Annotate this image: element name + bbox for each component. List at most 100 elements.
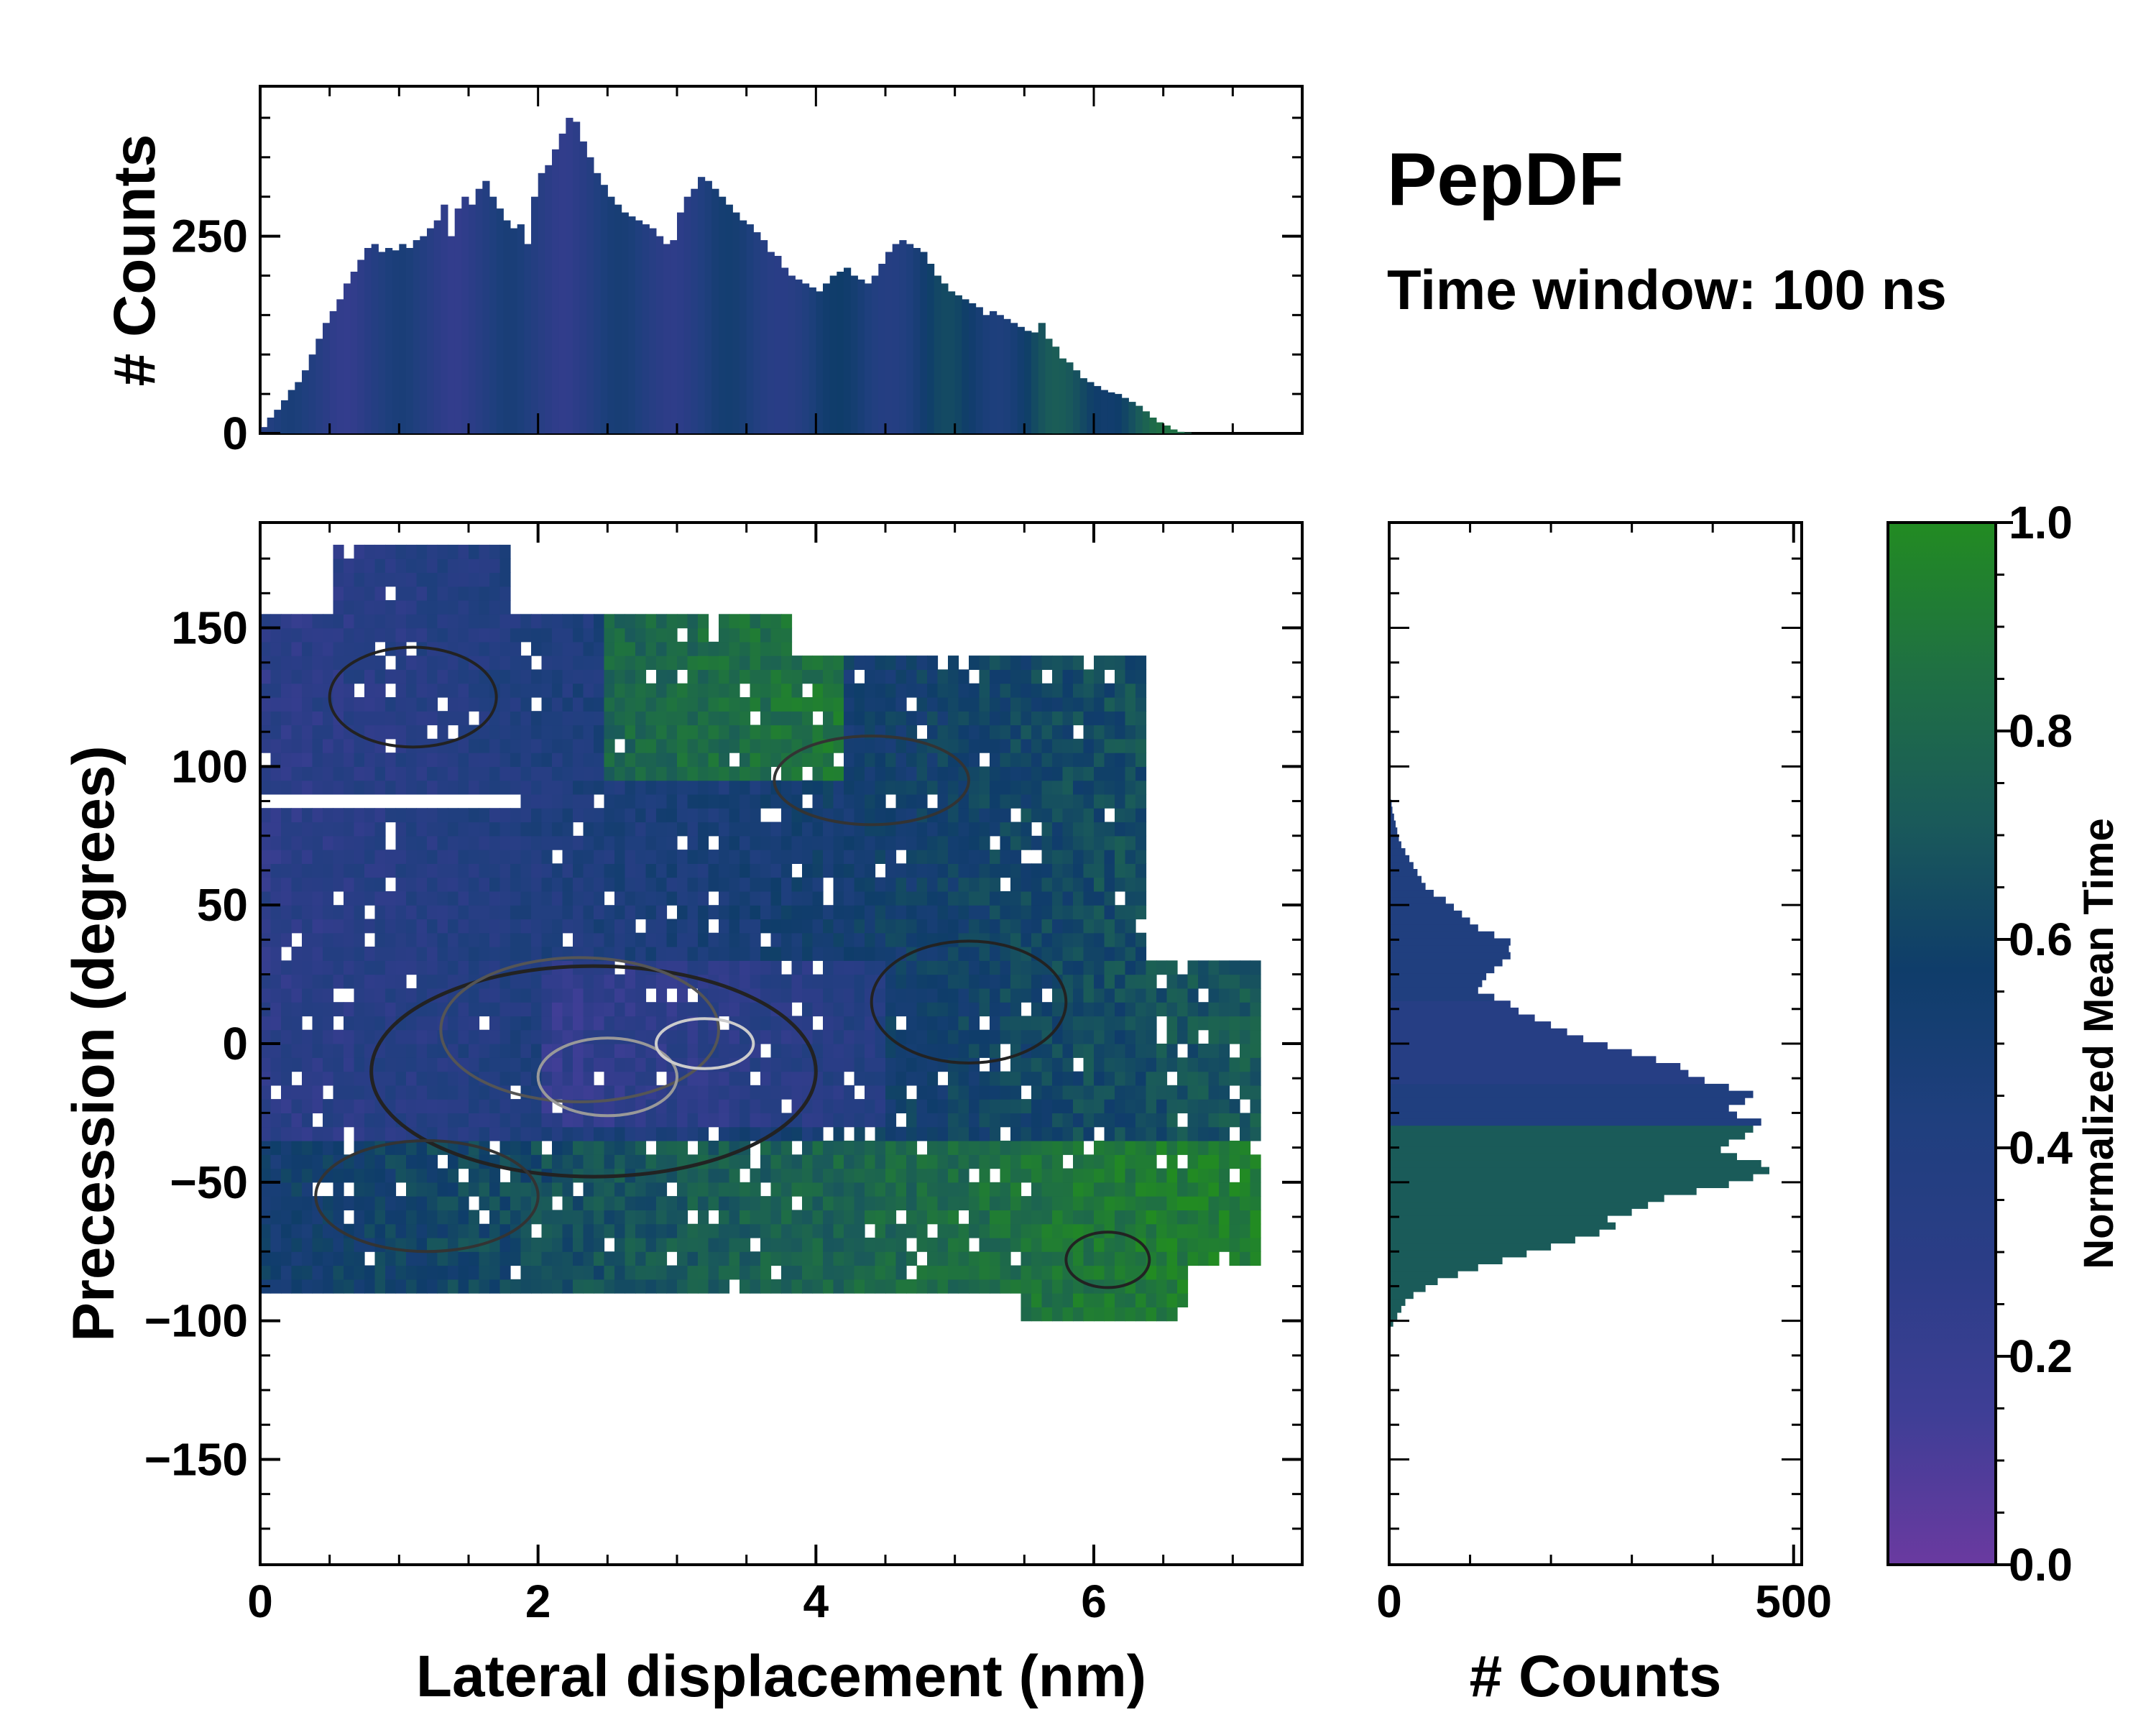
heatmap-cell [791,1265,803,1280]
heatmap-cell [979,822,990,837]
heatmap-cell [937,1085,949,1100]
heatmap-cell [406,1251,418,1266]
heatmap-cell [260,1182,272,1197]
top-histogram-bar [371,244,379,433]
heatmap-cell [812,1223,824,1238]
heatmap-cell [1146,1002,1157,1017]
heatmap-cell [1083,1044,1095,1058]
heatmap-cell [479,558,490,573]
heatmap-cell [479,753,490,767]
heatmap-cell [489,544,501,559]
heatmap-cell [802,656,814,670]
heatmap-cell [1198,1016,1210,1031]
heatmap-cell [458,1113,469,1128]
heatmap-cell [895,1126,907,1141]
heatmap-cell [1031,905,1043,920]
heatmap-cell [937,753,949,767]
heatmap-cell [948,711,959,726]
heatmap-cell [531,877,543,892]
heatmap-cell [344,919,355,934]
heatmap-cell [594,835,605,850]
heatmap-cell [656,1223,668,1238]
heatmap-cell [666,1099,678,1113]
heatmap-cell [291,697,303,712]
heatmap-cell [354,905,365,920]
heatmap-cell [604,656,615,670]
heatmap-cell [1062,683,1074,698]
heatmap-cell [958,808,969,823]
heatmap-cell [583,614,594,629]
heatmap-cell [645,822,657,837]
heatmap-cell [677,808,688,823]
heatmap-cell [1208,1085,1220,1100]
heatmap-cell [760,1057,772,1072]
heatmap-cell [291,738,303,753]
heatmap-cell [927,724,939,740]
heatmap-cell [281,1044,292,1058]
heatmap-cell [416,1085,428,1100]
heatmap-cell [374,919,386,934]
heatmap-cell [802,1002,814,1017]
heatmap-cell [1094,794,1105,809]
heatmap-cell [510,919,522,934]
heatmap-cell [1166,1016,1178,1031]
heatmap-cell [1021,780,1032,795]
heatmap-cell [510,641,522,656]
heatmap-cell [770,1029,782,1044]
heatmap-cell [302,974,313,989]
heatmap-cell [291,656,303,670]
heatmap-cell [291,822,303,837]
heatmap-cell [937,1126,949,1141]
heatmap-cell [499,572,511,587]
heatmap-cell [260,947,272,961]
heatmap-cell [677,1141,688,1155]
heatmap-cell [729,863,740,878]
heatmap-cell [833,1057,844,1072]
heatmap-cell [666,822,678,837]
heatmap-cell [1010,905,1022,920]
heatmap-cell [812,1251,824,1266]
heatmap-cell [520,919,532,934]
heatmap-cell [552,711,563,726]
heatmap-cell [573,850,584,864]
heatmap-cell [979,683,990,698]
y-tick-label: 0 [222,1018,248,1070]
heatmap-cell [1146,1016,1157,1031]
heatmap-cell [645,683,657,698]
heatmap-cell [573,1223,584,1238]
heatmap-cell [562,974,573,989]
heatmap-cell [698,1279,709,1294]
heatmap-cell [479,919,490,934]
heatmap-cell [312,1237,323,1252]
heatmap-cell [875,766,886,781]
heatmap-cell [1177,1071,1189,1086]
heatmap-cell [916,1029,928,1044]
heatmap-cell [1083,905,1095,920]
heatmap-cell [1115,669,1126,684]
heatmap-cell [531,724,543,740]
heatmap-cell [1219,1002,1230,1017]
heatmap-cell [916,974,928,989]
heatmap-cell [1094,697,1105,712]
heatmap-cell [469,988,480,1003]
heatmap-cell [958,1113,969,1128]
heatmap-cell [333,1057,344,1072]
heatmap-cell [1115,1029,1126,1044]
heatmap-cell [260,766,272,781]
heatmap-cell [1021,919,1032,934]
heatmap-cell [437,1085,448,1100]
heatmap-cell [1229,1182,1240,1197]
heatmap-cell [1052,1182,1064,1197]
heatmap-cell [594,1265,605,1280]
heatmap-cell [323,932,334,947]
heatmap-cell [1104,919,1115,934]
heatmap-cell [1208,1016,1220,1031]
heatmap-cell [395,863,407,878]
heatmap-cell [604,697,615,712]
heatmap-cell [1104,1182,1115,1197]
heatmap-cell [740,960,751,975]
right-x-tick-label: 0 [1376,1576,1402,1627]
heatmap-cell [1073,1210,1084,1225]
heatmap-cell [1094,891,1105,906]
heatmap-cell [895,1057,907,1072]
